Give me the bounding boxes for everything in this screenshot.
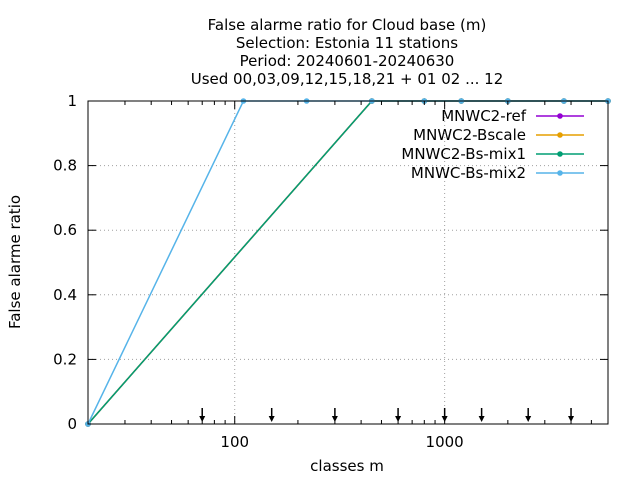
class-markers [199,408,575,422]
legend-label: MNWC-Bs-mix2 [411,164,526,182]
legend-marker [557,170,563,176]
y-tick-label: 0.6 [53,221,77,239]
series-line [87,100,608,425]
legend-marker [557,113,563,119]
y-tick-label: 1 [67,92,77,110]
chart-title-line: Selection: Estonia 11 stations [236,34,458,52]
class-marker-head [478,416,485,422]
chart-title-line: Used 00,03,09,12,15,18,21 + 01 02 ... 12 [191,70,504,88]
series-layer [85,98,611,427]
class-marker-head [395,416,402,422]
chart-title-line: False alarme ratio for Cloud base (m) [208,16,487,34]
y-tick-label: 0.2 [53,350,77,368]
legend-label: MNWC2-Bs-mix1 [401,145,526,163]
class-marker-head [525,416,532,422]
chart-title: False alarme ratio for Cloud base (m)Sel… [191,16,504,88]
axes: 0 0.2 0.4 0.6 0.8 1 100 1000 [53,92,608,451]
y-axis-label: False alarme ratio [6,195,24,329]
class-marker-head [331,416,338,422]
x-tick-label: 100 [220,433,249,451]
y-tick-label: 0.8 [53,157,77,175]
class-marker-head [441,416,448,422]
x-tick-label: 1000 [426,433,464,451]
class-marker-head [268,416,275,422]
y-tick-label: 0.4 [53,286,77,304]
class-marker-head [199,416,206,422]
legend-label: MNWC2-ref [441,107,526,125]
plot-frame [87,100,609,425]
legend-marker [557,132,563,138]
y-tick-label: 0 [67,415,77,433]
class-marker-head [568,416,575,422]
grid [88,101,608,424]
chart-title-line: Period: 20240601-20240630 [240,52,455,70]
legend-marker [557,151,563,157]
x-axis-label: classes m [310,457,384,475]
legend: MNWC2-refMNWC2-BscaleMNWC2-Bs-mix1MNWC-B… [401,107,584,182]
legend-label: MNWC2-Bscale [413,126,526,144]
